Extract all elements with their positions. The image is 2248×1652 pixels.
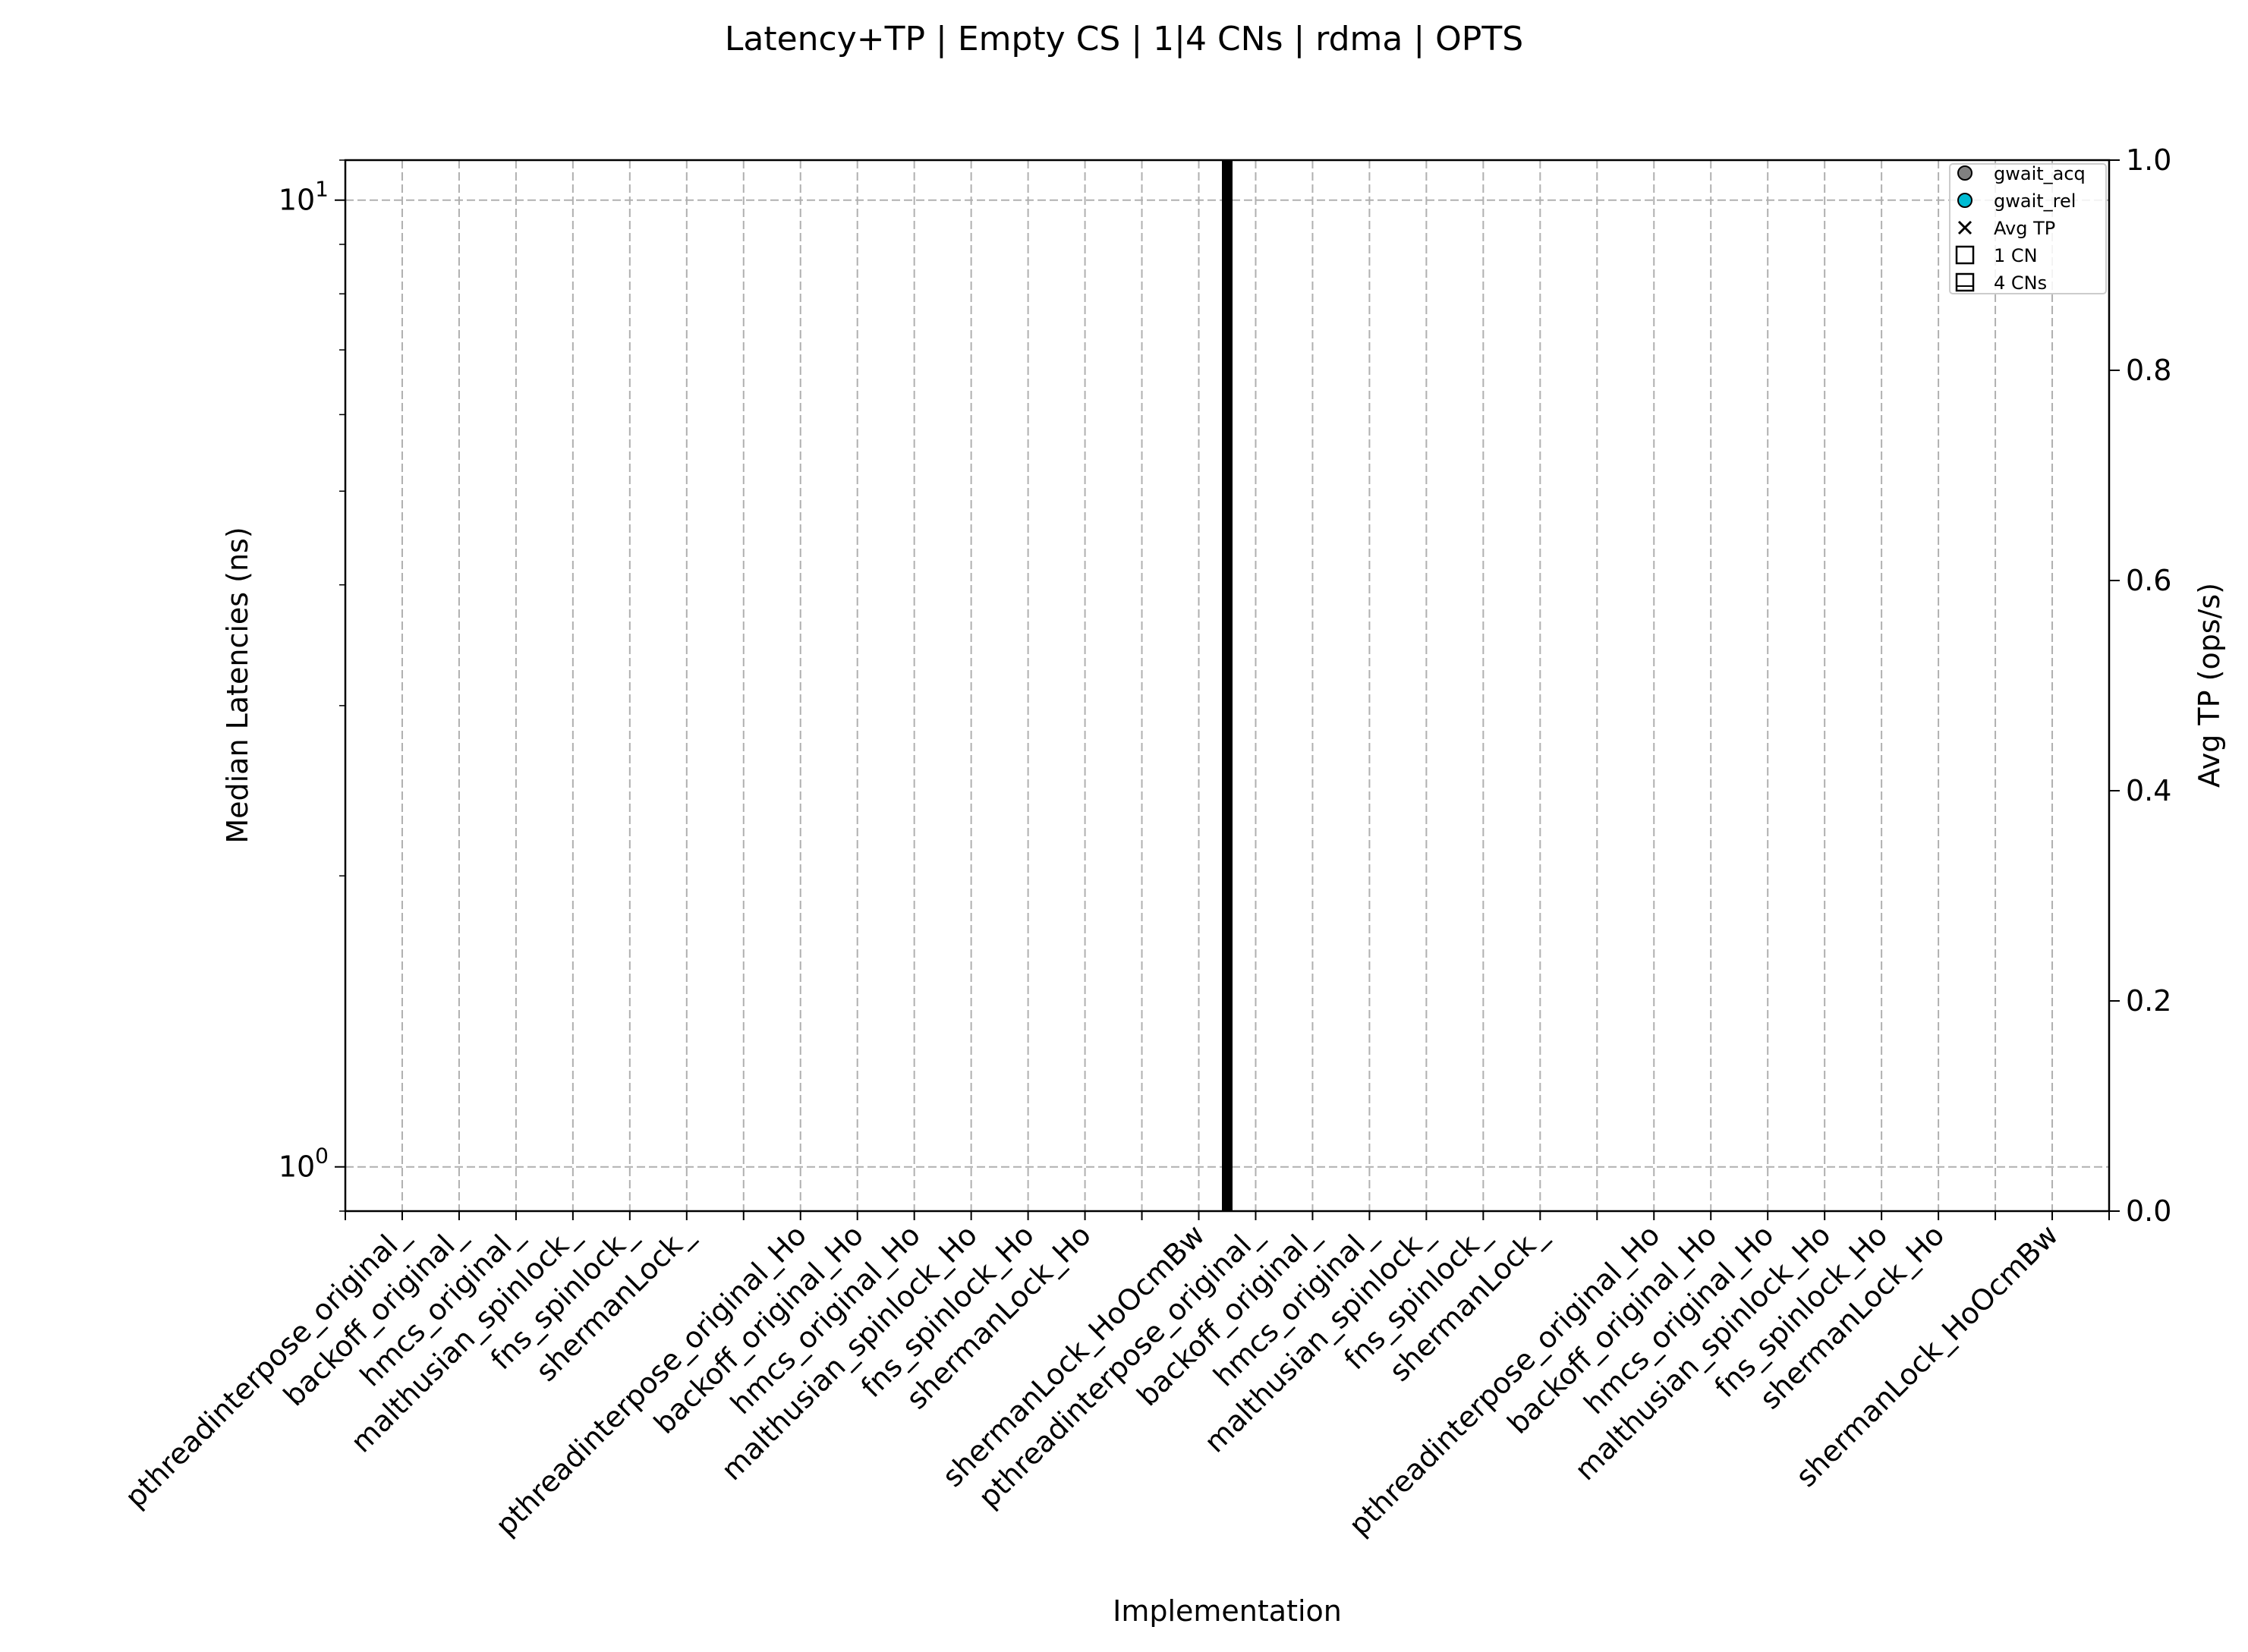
legend-marker-circle [1957, 165, 1973, 181]
legend-marker-square [1955, 272, 1975, 292]
y-tick-label: 100 [279, 1144, 329, 1184]
y2-tick-label: 0.0 [2126, 1194, 2171, 1228]
legend-label: gwait_rel [1994, 190, 2076, 212]
y-axis-left: 100 101 [279, 159, 345, 1212]
legend-label: 1 CN [1994, 245, 2038, 266]
y-tick-label: 101 [279, 177, 329, 217]
plot-frame [344, 159, 2111, 1213]
legend-marker-square [1955, 245, 1975, 265]
legend-marker-x [1957, 220, 1973, 235]
legend-box [1949, 163, 2107, 294]
x-axis-label: Implementation [1113, 1594, 1342, 1628]
legend-label: Avg TP [1994, 218, 2055, 239]
y2-axis-label: Avg TP (ops/s) [2193, 583, 2226, 788]
legend-label: gwait_acq [1994, 163, 2086, 184]
y2-tick-label: 0.4 [2126, 774, 2171, 807]
y2-tick-label: 1.0 [2126, 143, 2171, 177]
y2-tick-label: 0.6 [2126, 564, 2171, 597]
y2-tick-label: 0.8 [2126, 354, 2171, 387]
x-axis: pthreadinterpose_original_backoff_origin… [118, 1211, 2110, 1542]
y-axis-right: 0.0 0.2 0.4 0.6 0.8 1.0 [2109, 143, 2171, 1228]
y-axis-label: Median Latencies (ns) [221, 527, 254, 843]
legend: gwait_acq gwait_rel Avg TP 1 CN 4 CNs [1949, 163, 2107, 294]
legend-label: 4 CNs [1994, 272, 2047, 294]
legend-marker-circle [1957, 193, 1973, 208]
legend-items: gwait_acq gwait_rel Avg TP 1 CN 4 CNs [1955, 163, 2086, 294]
chart-title: Latency+TP | Empty CS | 1|4 CNs | rdma |… [725, 20, 1523, 58]
y2-tick-label: 0.2 [2126, 984, 2171, 1018]
